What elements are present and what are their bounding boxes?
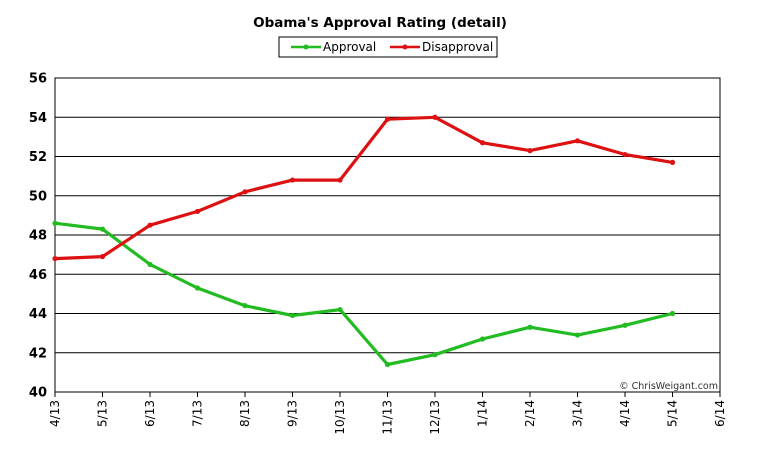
approval-point xyxy=(337,306,343,313)
approval-point xyxy=(432,352,438,358)
y-tick-label: 56 xyxy=(29,72,47,87)
x-tick-label: 1/14 xyxy=(476,400,490,427)
approval-point xyxy=(242,303,248,309)
disapproval-point xyxy=(669,159,676,165)
approval-point xyxy=(479,336,486,342)
approval-point xyxy=(384,361,391,368)
legend-disapproval-label: Disapproval xyxy=(422,40,493,54)
disapproval-point xyxy=(479,140,486,146)
axes: 40 42 44 46 48 50 52 54 56 4/13 5/13 6/13 7/13 8/13 9/… xyxy=(29,72,727,435)
legend-disapproval-marker xyxy=(402,44,408,50)
x-tick-label: 5/14 xyxy=(666,400,680,427)
legend-approval-label: Approval xyxy=(323,40,376,54)
disapproval-point xyxy=(242,189,248,195)
approval-point xyxy=(194,285,201,291)
x-tick-label: 4/13 xyxy=(48,400,62,427)
approval-point xyxy=(527,324,533,330)
disapproval-point xyxy=(574,138,581,144)
x-tick-label: 4/14 xyxy=(618,400,632,427)
y-tick-label: 50 xyxy=(29,189,47,204)
disapproval-point xyxy=(52,255,58,262)
y-tick-label: 48 xyxy=(29,229,47,244)
y-tick-label: 40 xyxy=(29,386,47,401)
disapproval-point xyxy=(432,114,438,120)
approval-point xyxy=(289,312,296,319)
legend: Approval Disapproval xyxy=(278,36,498,58)
x-tick-label: 6/13 xyxy=(143,400,157,427)
disapproval-line xyxy=(53,115,675,261)
y-tick-label: 42 xyxy=(29,346,47,361)
y-tick-label: 44 xyxy=(29,307,47,322)
disapproval-point xyxy=(147,222,153,228)
y-tick-label: 52 xyxy=(29,150,47,165)
disapproval-point xyxy=(99,253,106,260)
credit-text: © ChrisWeigant.com xyxy=(619,381,718,392)
x-tick-label: 9/13 xyxy=(286,400,300,427)
y-tick-label: 46 xyxy=(29,268,47,283)
disapproval-point xyxy=(337,177,343,183)
approval-point xyxy=(99,226,106,232)
grid xyxy=(55,77,720,393)
legend-box xyxy=(278,36,498,58)
x-tick-label: 7/13 xyxy=(191,400,205,427)
approval-point xyxy=(574,332,581,338)
x-tick-label: 2/14 xyxy=(523,400,537,427)
approval-point xyxy=(147,261,153,268)
x-tick-label: 5/13 xyxy=(96,400,110,427)
x-tick-label: 6/14 xyxy=(713,400,727,427)
approval-point xyxy=(622,322,628,328)
disapproval-point xyxy=(527,148,533,154)
disapproval-point xyxy=(622,151,628,158)
approval-line xyxy=(53,221,675,367)
disapproval-point xyxy=(289,177,296,183)
disapproval-point xyxy=(384,116,391,122)
x-tick-label: 3/14 xyxy=(571,400,585,427)
approval-point xyxy=(52,220,58,226)
approval-point xyxy=(669,310,676,317)
disapproval-point xyxy=(194,208,201,215)
x-tick-label: 8/13 xyxy=(238,400,252,427)
x-tick-label: 10/13 xyxy=(333,400,347,435)
series xyxy=(52,114,676,368)
chart-title: Obama's Approval Rating (detail) xyxy=(253,15,507,31)
y-tick-label: 54 xyxy=(29,111,47,126)
x-tick-label: 11/13 xyxy=(381,400,395,435)
legend-approval-marker xyxy=(303,44,309,50)
x-tick-label: 12/13 xyxy=(428,400,442,435)
